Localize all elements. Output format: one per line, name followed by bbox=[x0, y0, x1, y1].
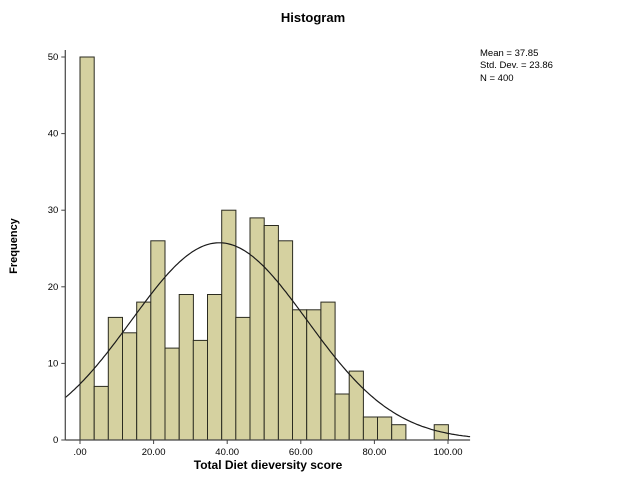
histogram-bar bbox=[292, 309, 308, 441]
y-tick-label: 40 bbox=[48, 129, 59, 140]
histogram-bar bbox=[122, 332, 138, 441]
histogram-bar bbox=[93, 385, 109, 441]
y-tick-label: 50 bbox=[48, 52, 59, 63]
y-tick-label: 0 bbox=[53, 435, 58, 446]
histogram-bar bbox=[136, 301, 152, 441]
x-tick-label: 100.00 bbox=[433, 447, 462, 458]
histogram-bar bbox=[320, 301, 336, 441]
histogram-bar bbox=[192, 339, 209, 441]
histogram-bar bbox=[207, 294, 223, 441]
stat-n: N = 400 bbox=[480, 72, 514, 84]
histogram-bar bbox=[221, 209, 237, 441]
histogram-bar bbox=[164, 347, 180, 441]
x-tick-label: 60.00 bbox=[289, 447, 313, 458]
stat-mean: Mean = 37.85 bbox=[480, 48, 539, 59]
histogram-bar bbox=[277, 240, 294, 441]
histogram-bar bbox=[235, 316, 251, 441]
normal-curve bbox=[64, 242, 471, 438]
histogram-bar bbox=[377, 416, 393, 441]
histogram-bar bbox=[178, 294, 194, 441]
histogram-bar bbox=[391, 424, 407, 441]
chart-title: Histogram bbox=[280, 10, 346, 25]
stats-box: Mean = 37.85 Std. Dev. = 23.86 N = 400 bbox=[480, 48, 553, 85]
stat-std-dev: Std. Dev. = 23.86 bbox=[480, 60, 553, 72]
x-axis-label: Total Diet dieversity score bbox=[193, 458, 343, 472]
x-tick-label: 20.00 bbox=[142, 447, 166, 458]
x-tick-label: 80.00 bbox=[363, 447, 387, 458]
x-tick-label: .00 bbox=[73, 447, 86, 458]
histogram-bar bbox=[249, 217, 265, 441]
histogram-bar bbox=[334, 393, 350, 441]
histogram-bar bbox=[263, 225, 279, 441]
x-tick-label: 40.00 bbox=[215, 447, 239, 458]
y-tick-label: 20 bbox=[48, 282, 59, 293]
y-tick-label: 10 bbox=[48, 358, 59, 369]
y-tick-label: 30 bbox=[48, 205, 59, 216]
histogram-bar bbox=[150, 240, 166, 441]
histogram-bar bbox=[362, 416, 379, 441]
